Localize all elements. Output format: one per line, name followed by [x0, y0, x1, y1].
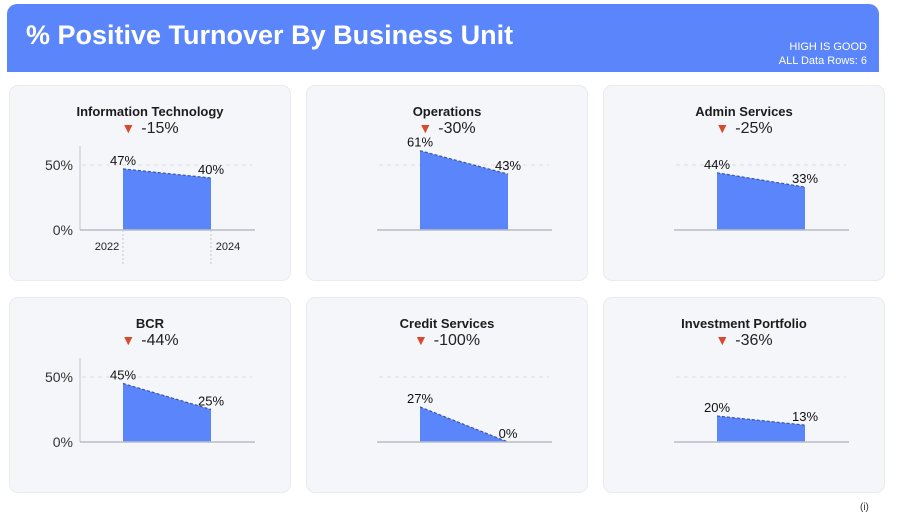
- delta-indicator: ▼ -36%: [604, 332, 884, 350]
- area-fill: [420, 150, 508, 230]
- delta-value: -36%: [735, 332, 773, 349]
- area-chart: 27% 0%: [377, 376, 552, 443]
- data-label: 61%: [407, 135, 433, 150]
- delta-value: -25%: [735, 120, 773, 137]
- x-tick-label: 2024: [216, 241, 240, 253]
- data-label: 43%: [495, 158, 521, 173]
- area-chart: 44% 33%: [674, 157, 849, 231]
- area-chart: 20% 13%: [674, 376, 849, 443]
- card-operations[interactable]: Operations ▼ -30% 61% 43%: [306, 85, 588, 281]
- series-line: [419, 406, 509, 443]
- data-label: 0%: [499, 426, 518, 441]
- y-tick-label: 50%: [45, 157, 73, 173]
- area-chart: 50% 0% 47% 40% 2022 2024: [45, 146, 255, 264]
- area-chart: 61% 43%: [377, 135, 552, 231]
- card-credit-services[interactable]: Credit Services ▼ -100% 27% 0%: [306, 297, 588, 493]
- arrow-down-icon: ▼: [121, 332, 136, 348]
- card-title: Admin Services: [695, 104, 793, 119]
- data-label: 40%: [198, 162, 224, 177]
- card-bcr[interactable]: BCR ▼ -44% 50% 0% 45% 25%: [9, 297, 291, 493]
- delta-value: -100%: [433, 332, 481, 349]
- info-icon[interactable]: (i): [860, 502, 869, 513]
- page-title: % Positive Turnover By Business Unit: [26, 20, 514, 50]
- card-title: BCR: [135, 316, 165, 331]
- area-fill: [717, 416, 805, 442]
- arrow-down-icon: ▼: [715, 332, 730, 348]
- card-title: Operations: [412, 104, 482, 119]
- high-is-good-note: HIGH IS GOOD: [789, 41, 867, 53]
- data-label: 45%: [110, 368, 136, 383]
- delta-value: -30%: [438, 120, 476, 137]
- y-tick-label: 0%: [53, 222, 73, 238]
- data-label: 33%: [792, 171, 818, 186]
- header-banner: % Positive Turnover By Business Unit HIG…: [7, 4, 879, 72]
- data-rows-note: ALL Data Rows: 6: [778, 55, 867, 67]
- data-label: 27%: [407, 391, 433, 406]
- area-fill: [123, 383, 211, 442]
- series-line: [419, 150, 509, 175]
- data-label: 44%: [704, 157, 730, 172]
- arrow-down-icon: ▼: [418, 120, 433, 136]
- area-fill: [123, 168, 211, 230]
- series-line: [122, 382, 212, 411]
- area-chart: 50% 0% 45% 25%: [45, 358, 255, 450]
- arrow-down-icon: ▼: [121, 120, 136, 136]
- delta-indicator: ▼ -15%: [10, 120, 290, 138]
- delta-value: -44%: [141, 332, 179, 349]
- card-investment-portfolio[interactable]: Investment Portfolio ▼ -36% 20% 13%: [603, 297, 885, 493]
- delta-indicator: ▼ -44%: [10, 332, 290, 350]
- y-tick-label: 50%: [45, 369, 73, 385]
- area-fill: [717, 172, 805, 230]
- card-title: Credit Services: [399, 316, 495, 331]
- card-title: Information Technology: [76, 104, 224, 119]
- arrow-down-icon: ▼: [715, 120, 730, 136]
- data-label: 47%: [110, 153, 136, 168]
- x-tick-label: 2022: [95, 241, 119, 253]
- arrow-down-icon: ▼: [413, 332, 428, 348]
- card-information-technology[interactable]: Information Technology ▼ -15% 50% 0% 47% 40%…: [9, 85, 291, 281]
- card-admin-services[interactable]: Admin Services ▼ -25% 44% 33%: [603, 85, 885, 281]
- data-label: 13%: [792, 409, 818, 424]
- data-label: 25%: [198, 394, 224, 409]
- card-title: Investment Portfolio: [681, 316, 807, 331]
- data-label: 20%: [704, 400, 730, 415]
- delta-indicator: ▼ -100%: [307, 332, 587, 350]
- y-tick-label: 0%: [53, 434, 73, 450]
- delta-indicator: ▼ -30%: [307, 120, 587, 138]
- delta-indicator: ▼ -25%: [604, 120, 884, 138]
- delta-value: -15%: [141, 120, 179, 137]
